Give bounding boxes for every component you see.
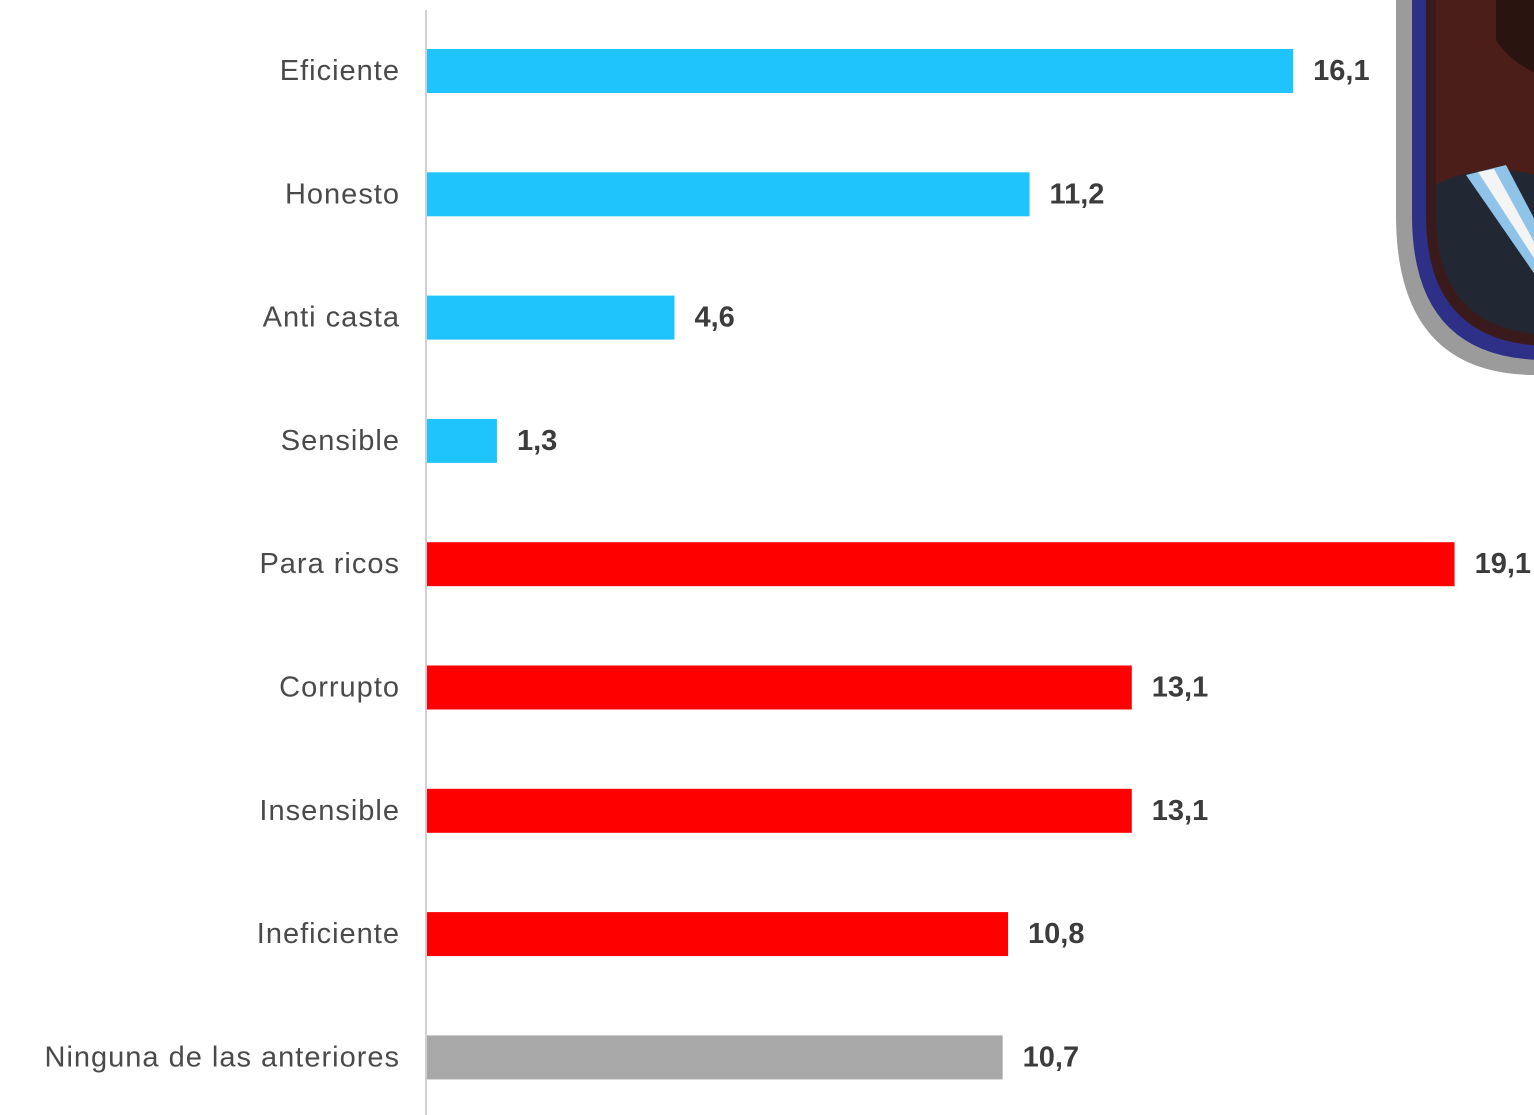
value-label: 16,1 — [1313, 55, 1369, 87]
bar-1 — [427, 172, 1030, 217]
category-label: Insensible — [259, 795, 400, 827]
category-label: Para ricos — [259, 548, 400, 580]
value-label: 10,8 — [1028, 918, 1084, 950]
bar-7 — [427, 912, 1009, 957]
value-label: 10,7 — [1023, 1041, 1079, 1073]
value-label: 11,2 — [1050, 178, 1105, 210]
value-label: 13,1 — [1152, 795, 1208, 827]
bar-0 — [427, 49, 1294, 93]
category-label: Honesto — [285, 178, 400, 210]
value-label: 13,1 — [1152, 672, 1208, 704]
category-labels-group: Eficiente Honesto Anti casta Sensible Para r… — [45, 55, 400, 1073]
bar-3 — [427, 418, 497, 463]
portrait-badge-icon — [1396, 0, 1534, 375]
bar-6 — [427, 788, 1132, 833]
bar-4 — [427, 542, 1455, 587]
category-label: Ineficiente — [257, 918, 400, 950]
value-label: 1,3 — [517, 425, 557, 457]
bar-8 — [427, 1035, 1003, 1080]
value-label: 4,6 — [694, 302, 734, 334]
category-label: Eficiente — [280, 55, 400, 87]
value-label: 19,1 — [1475, 548, 1531, 580]
category-label: Ninguna de las anteriores — [45, 1041, 400, 1073]
bar-2 — [427, 295, 675, 340]
value-labels-group: 16,1 11,2 4,6 1,3 19,1 13,1 13,1 10,8 10,7 — [517, 55, 1531, 1073]
bars-group — [427, 49, 1455, 1080]
category-label: Corrupto — [279, 672, 400, 704]
category-label: Sensible — [281, 425, 400, 457]
category-label: Anti casta — [263, 302, 400, 334]
bar-5 — [427, 665, 1132, 710]
